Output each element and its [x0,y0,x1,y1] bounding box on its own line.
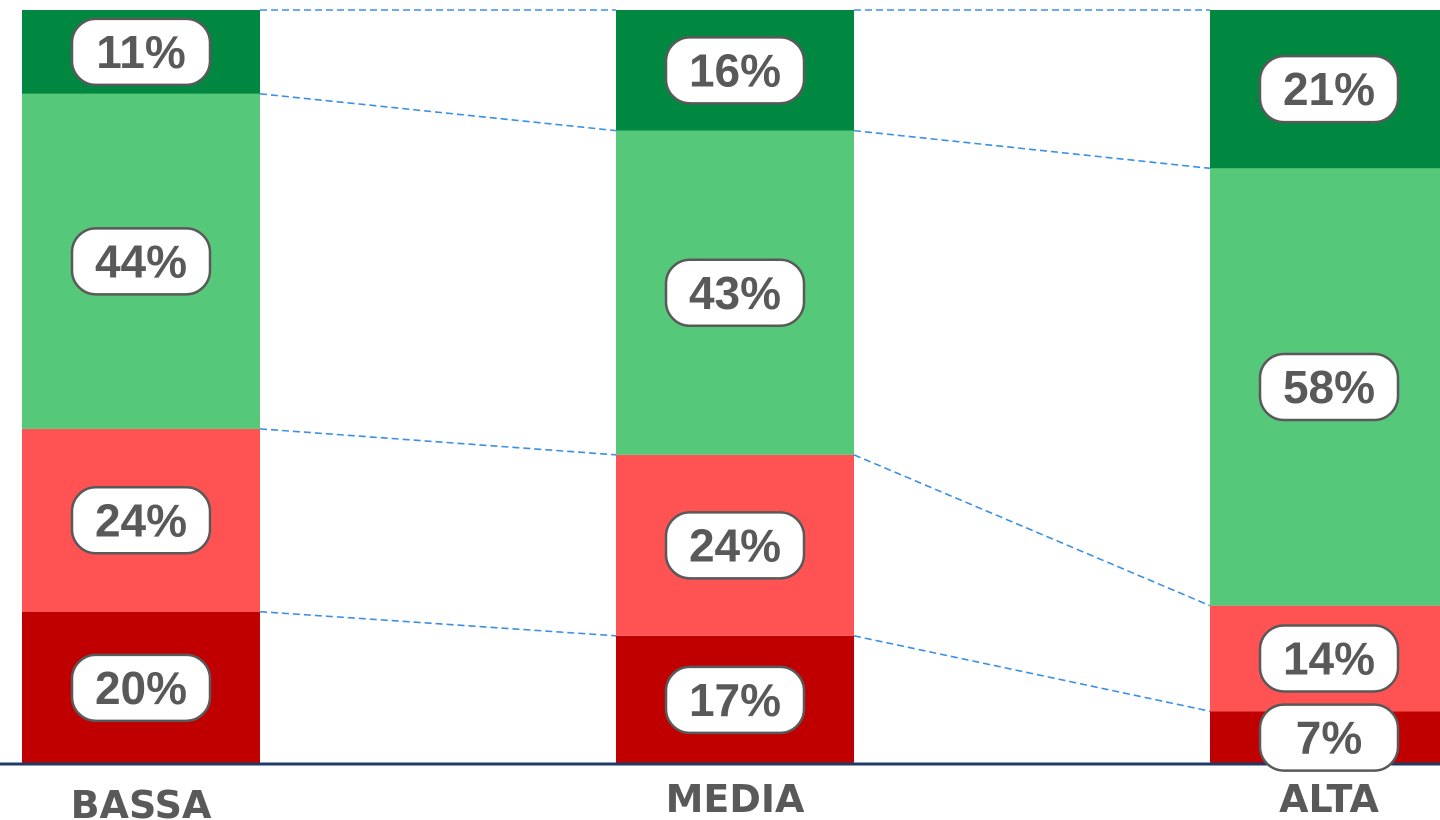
data-label-box [664,665,806,735]
data-label-box [664,36,806,105]
data-label: 14% [1283,632,1375,684]
data-label-box [1258,54,1400,124]
series-line-1-0 [853,635,1211,713]
data-label: 43% [689,267,781,319]
data-label-box [664,258,806,327]
data-label-box [70,486,212,555]
data-label: 24% [95,494,187,546]
category-label: ALTA [1279,777,1379,820]
data-label: 7% [1296,712,1362,764]
series-line-1-2 [853,129,1211,170]
series-line-0-0 [259,610,617,637]
data-label: 58% [1283,361,1375,413]
data-label: 21% [1283,63,1375,115]
data-label: 24% [689,519,781,571]
data-label-box [1258,624,1400,693]
category-label: MEDIA [666,777,805,820]
series-line-1-1 [853,454,1211,607]
series-line-0-1 [259,428,617,456]
data-label: 17% [689,674,781,726]
data-label: 16% [689,44,781,96]
data-label-box [1258,352,1400,422]
data-label: 44% [95,235,187,287]
series-line-0-2 [259,92,617,132]
data-label-box [70,227,212,296]
data-label: 20% [95,662,187,714]
category-label: BASSA [71,783,212,820]
data-label-box [664,511,806,580]
data-label: 11% [96,26,186,78]
data-label-box [1258,703,1400,772]
data-label-box [70,17,212,87]
data-label-box [70,653,212,723]
